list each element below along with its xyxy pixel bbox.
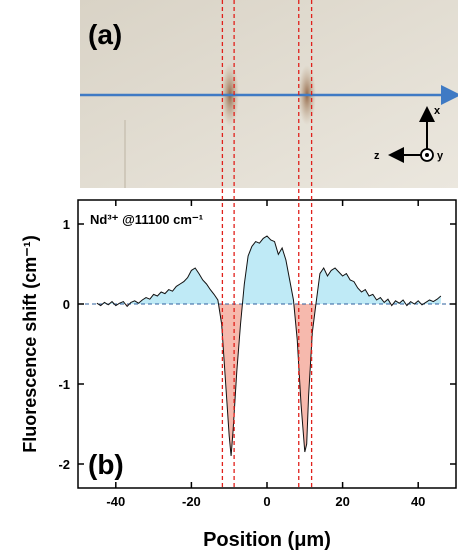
panel-label: (a) bbox=[88, 19, 122, 50]
x-axis-label: Position (μm) bbox=[203, 529, 331, 551]
x-tick-label: -40 bbox=[106, 494, 125, 509]
x-tick-label: -20 bbox=[182, 494, 201, 509]
y-tick-label: -1 bbox=[58, 377, 70, 392]
x-tick-label: 20 bbox=[335, 494, 349, 509]
positive-area bbox=[96, 236, 441, 304]
x-tick-label: 40 bbox=[411, 494, 425, 509]
panel-label: (b) bbox=[88, 449, 124, 480]
y-tick-label: 0 bbox=[63, 297, 70, 312]
y-tick-label: -2 bbox=[58, 457, 70, 472]
axis-z: z bbox=[374, 150, 380, 162]
axis-y: y bbox=[437, 150, 444, 162]
axis-out bbox=[425, 153, 429, 157]
y-axis-label: Fluorescence shift (cm⁻¹) bbox=[20, 235, 40, 453]
data-line bbox=[96, 235, 442, 457]
annotation: Nd³⁺ @11100 cm⁻¹ bbox=[90, 212, 203, 227]
y-tick-label: 1 bbox=[63, 217, 70, 232]
x-tick-label: 0 bbox=[263, 494, 270, 509]
axis-x: x bbox=[434, 105, 441, 117]
